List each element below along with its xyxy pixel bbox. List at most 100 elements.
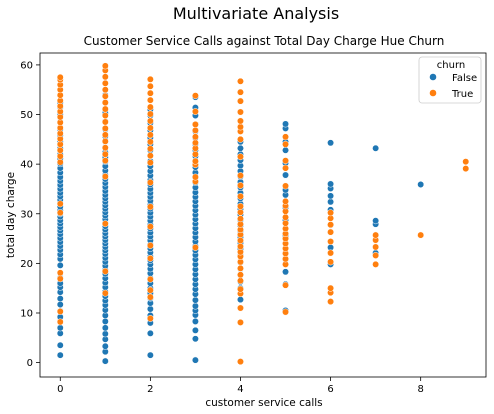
scatter-point: [57, 210, 63, 216]
scatter-point: [102, 74, 108, 80]
scatter-point: [282, 147, 288, 153]
scatter-point: [102, 325, 108, 331]
scatter-point: [102, 87, 108, 93]
scatter-point: [327, 193, 333, 199]
scatter-point: [192, 174, 198, 180]
scatter-point: [102, 173, 108, 179]
scatter-point: [327, 210, 333, 216]
scatter-point: [102, 132, 108, 138]
scatter-point: [147, 153, 153, 159]
y-tick-label: 50: [20, 110, 33, 121]
scatter-point: [327, 229, 333, 235]
scatter-point: [102, 157, 108, 163]
scatter-point: [57, 147, 63, 153]
scatter-point: [327, 199, 333, 205]
scatter-point: [282, 165, 288, 171]
scatter-point: [192, 244, 198, 250]
scatter-point: [147, 315, 153, 321]
scatter-point: [102, 106, 108, 112]
scatter-point: [237, 305, 243, 311]
scatter-point: [372, 145, 378, 151]
scatter-point: [372, 261, 378, 267]
scatter-point: [237, 237, 243, 243]
scatter-point: [327, 298, 333, 304]
x-axis-label: customer service calls: [205, 397, 322, 409]
scatter-point: [237, 124, 243, 130]
scatter-point: [147, 139, 153, 145]
y-tick-label: 20: [20, 259, 33, 270]
scatter-point: [192, 92, 198, 98]
scatter-point: [372, 252, 378, 258]
scatter-point: [102, 119, 108, 125]
x-tick-label: 2: [147, 384, 153, 395]
scatter-point: [192, 140, 198, 146]
scatter-point: [147, 330, 153, 336]
scatter-point: [237, 203, 243, 209]
scatter-point: [237, 272, 243, 278]
y-tick-label: 10: [20, 308, 33, 319]
scatter-point: [57, 262, 63, 268]
scatter-point: [147, 125, 153, 131]
x-tick-label: 0: [57, 384, 63, 395]
scatter-point: [237, 109, 243, 115]
scatter-point: [147, 83, 153, 89]
scatter-point: [282, 269, 288, 275]
scatter-point: [147, 352, 153, 358]
scatter-point: [237, 118, 243, 124]
scatter-point: [237, 243, 243, 249]
scatter-point: [237, 209, 243, 215]
scatter-point: [102, 125, 108, 131]
scatter-point: [192, 318, 198, 324]
scatter-point: [237, 182, 243, 188]
scatter-point: [147, 287, 153, 293]
scatter-point: [102, 80, 108, 86]
scatter-point: [237, 154, 243, 160]
scatter-point: [327, 238, 333, 244]
scatter-point: [282, 214, 288, 220]
scatter-point: [192, 108, 198, 114]
scatter-point: [147, 132, 153, 138]
y-axis-label: total day charge: [5, 172, 17, 258]
scatter-point: [102, 151, 108, 157]
scatter-point: [57, 201, 63, 207]
scatter-point: [237, 89, 243, 95]
legend-label-true: True: [451, 89, 473, 100]
legend-marker-false: [429, 73, 436, 80]
scatter-point: [463, 165, 469, 171]
scatter-point: [237, 98, 243, 104]
scatter-point: [192, 151, 198, 157]
legend-title: churn: [437, 60, 465, 71]
scatter-point: [57, 301, 63, 307]
scatter-point: [102, 220, 108, 226]
scatter-point: [102, 112, 108, 118]
scatter-point: [102, 138, 108, 144]
scatter-point: [102, 358, 108, 364]
scatter-point: [147, 306, 153, 312]
scatter-point: [102, 99, 108, 105]
scatter-point: [417, 181, 423, 187]
scatter-point: [327, 250, 333, 256]
scatter-point: [147, 90, 153, 96]
scatter-point: [327, 259, 333, 265]
scatter-point: [327, 221, 333, 227]
chart-title: Customer Service Calls against Total Day…: [84, 34, 445, 48]
scatter-point: [192, 336, 198, 342]
scatter-point: [237, 172, 243, 178]
scatter-point: [237, 193, 243, 199]
y-tick-label: 40: [20, 160, 33, 171]
scatter-point: [192, 158, 198, 164]
scatter-point: [237, 286, 243, 292]
scatter-point: [282, 134, 288, 140]
scatter-point: [237, 136, 243, 142]
scatter-point: [147, 97, 153, 103]
x-tick-label: 8: [417, 384, 423, 395]
scatter-point: [282, 141, 288, 147]
scatter-point: [237, 265, 243, 271]
figure-suptitle: Multivariate Analysis: [173, 4, 339, 23]
legend-marker-true: [429, 89, 436, 96]
scatter-point: [147, 204, 153, 210]
scatter-point: [282, 157, 288, 163]
scatter-point: [192, 357, 198, 363]
scatter-point: [237, 216, 243, 222]
